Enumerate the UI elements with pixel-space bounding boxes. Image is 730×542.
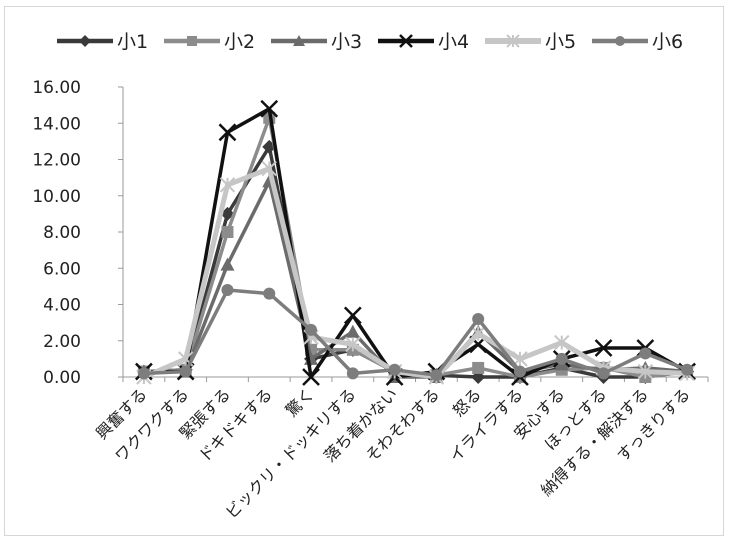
legend-item: 小3 [271, 31, 362, 53]
line-chart: 0.00 2.00 4.00 6.00 8.00 10.00 12.00 14.00 16.00… [32, 31, 709, 522]
data-point [345, 336, 361, 353]
series-line [143, 179, 688, 379]
data-point [221, 226, 234, 238]
y-tick-label: 16.00 [32, 78, 81, 98]
legend-label: 小1 [117, 31, 148, 53]
series-5 [136, 160, 695, 385]
chart-frame: 0.00 2.00 4.00 6.00 8.00 10.00 12.00 14.00 16.00… [4, 6, 724, 536]
data-point [554, 334, 570, 351]
data-point [137, 367, 150, 380]
data-point [220, 257, 235, 271]
data-point [302, 368, 320, 386]
data-point [513, 365, 526, 378]
data-point [305, 323, 318, 336]
data-point [472, 313, 485, 325]
data-point [293, 35, 305, 46]
legend-item: 小6 [592, 31, 683, 53]
legend-item: 小5 [485, 31, 576, 53]
legend-item: 小4 [378, 31, 469, 53]
data-point [179, 365, 192, 378]
data-point [343, 306, 362, 325]
data-point [637, 363, 654, 380]
data-point [346, 367, 359, 380]
data-point [79, 35, 91, 47]
data-point [388, 363, 401, 376]
legend-item: 小2 [164, 31, 255, 53]
data-point [639, 347, 652, 360]
data-point [555, 352, 568, 365]
data-point [263, 287, 276, 300]
data-point [615, 36, 625, 46]
data-point [430, 369, 443, 382]
data-point [470, 325, 486, 342]
data-point [681, 363, 694, 376]
legend-label: 小5 [545, 31, 576, 53]
legend: 小1 小2 小3 小4 小5 小6 [57, 31, 683, 53]
y-tick-label: 8.00 [43, 223, 81, 243]
data-point [260, 99, 279, 118]
y-tick-label: 12.00 [32, 151, 81, 171]
series-line [143, 288, 688, 377]
series-line [143, 116, 688, 379]
data-point [506, 34, 520, 48]
legend-label: 小4 [438, 31, 469, 53]
x-tick-label: 怒る [449, 384, 485, 420]
x-tick-label: 驚く [282, 384, 318, 420]
y-tick-label: 2.00 [43, 332, 81, 352]
series-line [142, 166, 688, 380]
data-point [597, 367, 610, 380]
data-point [594, 339, 613, 357]
legend-item: 小1 [57, 31, 148, 53]
data-point [399, 34, 413, 48]
data-point [221, 284, 234, 296]
legend-label: 小3 [331, 31, 362, 53]
legend-label: 小2 [224, 31, 255, 53]
data-point [345, 324, 360, 338]
y-tick-label: 0.00 [43, 368, 81, 388]
data-point [261, 160, 277, 177]
data-point [218, 123, 237, 142]
legend-label: 小6 [652, 31, 683, 53]
data-point [219, 177, 236, 193]
data-point [220, 206, 235, 221]
series-6 [137, 284, 694, 382]
data-point [472, 361, 485, 374]
y-tick-label: 6.00 [43, 259, 81, 279]
data-point [187, 36, 197, 46]
y-tick-label: 14.00 [32, 114, 81, 134]
y-tick-label: 10.00 [32, 187, 81, 207]
y-tick-label: 4.00 [43, 296, 81, 316]
